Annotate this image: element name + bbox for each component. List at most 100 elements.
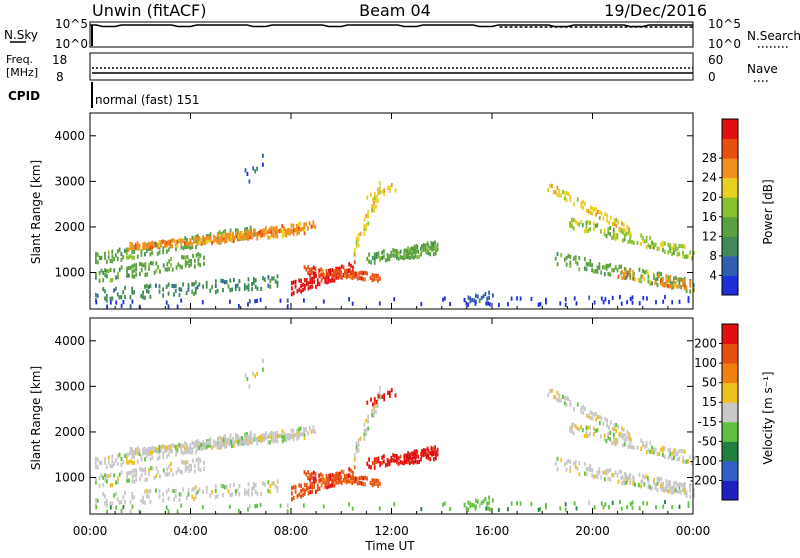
power-cell [366,195,369,200]
velocity-cell [267,488,270,493]
power-cell [180,298,183,303]
power-cell [629,236,632,241]
velocity-cell [147,494,150,499]
power-cell [131,264,134,269]
velocity-cell [279,433,282,438]
velocity-cell [616,440,619,445]
power-cell [246,171,249,177]
power-cell [193,264,196,269]
power-cell [602,300,605,305]
velocity-colorbar-tick-label: 200 [694,337,717,351]
velocity-cell [421,453,423,458]
velocity-cell [193,463,196,468]
power-cell [298,287,301,292]
power-cell [111,296,114,301]
velocity-cell [574,424,577,429]
velocity-cell [218,445,221,451]
power-cell [220,278,223,283]
velocity-cell [649,441,652,446]
velocity-cell [620,506,623,511]
power-cell [547,187,550,193]
velocity-cell [660,477,663,482]
power-cell [311,284,314,289]
power-cell [350,263,352,268]
power-cell [191,282,194,287]
power-cell [193,236,195,241]
velocity-cell [618,469,621,474]
power-cell [164,244,166,249]
power-cell [367,214,370,219]
velocity-cell [205,445,208,450]
velocity-cell [390,455,393,461]
velocity-cell [175,452,177,457]
velocity-cell [165,505,168,510]
power-cell [256,286,259,291]
velocity-cell [378,395,381,400]
velocity-cell [355,445,358,450]
power-cell [426,241,429,246]
power-cell [580,204,583,209]
velocity-cell [685,490,688,495]
power-cell [149,242,152,247]
velocity-cell [303,483,306,488]
velocity-cell [118,500,121,505]
velocity-cell [279,503,282,508]
velocity-cell [174,447,177,452]
power-cell [144,266,147,271]
velocity-cell [411,451,414,457]
power-cell [129,254,132,259]
velocity-cell [256,441,259,446]
velocity-cell [559,506,562,511]
power-cell [133,290,135,295]
power-cell [417,249,420,254]
power-cell [383,254,385,259]
velocity-cell [410,459,413,464]
velocity-cell [665,487,668,492]
power-cell [465,301,468,306]
power-cell [659,278,662,283]
velocity-cell [133,473,136,478]
power-cell [617,274,620,279]
velocity-cell [192,458,194,464]
power-cell [680,285,683,290]
velocity-cell [214,488,217,494]
power-cell [151,240,154,245]
velocity-cell [296,433,298,438]
velocity-cell [653,480,655,485]
power-cell [171,238,173,243]
velocity-cell [171,488,174,494]
velocity-cell [383,393,386,398]
velocity-cell [303,436,306,441]
power-cell [625,270,627,275]
power-cell [146,248,148,253]
power-cell [233,277,235,283]
power-cell [228,232,231,237]
velocity-cell [231,492,233,497]
velocity-cell [363,428,366,433]
power-cell [474,301,477,306]
power-cell [279,228,282,233]
velocity-cell [191,449,194,454]
velocity-cell [371,460,374,466]
velocity-cell [272,431,275,436]
velocity-cell [107,455,110,460]
velocity-cell [355,441,358,446]
power-cell [303,298,305,303]
power-cell [628,227,631,232]
velocity-cell [685,459,688,464]
power-cell [621,269,624,275]
velocity-cell [345,473,348,478]
velocity-cell [128,478,130,483]
power-cell [591,263,593,268]
power-cell [323,273,326,278]
power-cell [312,271,315,276]
velocity-cell [609,437,612,442]
velocity-cell [292,437,295,442]
velocity-cell [190,464,192,469]
power-cell [122,300,125,305]
power-cell [413,248,416,254]
power-cell [291,292,293,297]
velocity-cell [565,402,568,408]
power-cell [104,268,106,273]
